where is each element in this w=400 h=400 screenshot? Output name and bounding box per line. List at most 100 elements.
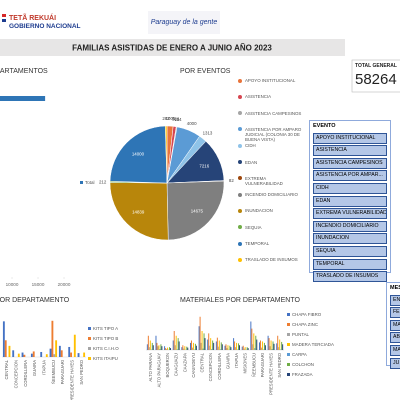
- bar: [2, 321, 5, 357]
- bar: [51, 320, 54, 357]
- bar: [68, 346, 71, 357]
- bar: [202, 348, 204, 350]
- bar: [242, 345, 244, 350]
- bar: [233, 338, 235, 350]
- bar: [191, 347, 193, 350]
- legend-label: COLCHON: [292, 362, 314, 367]
- bar: [246, 347, 248, 350]
- pie-label: 282: [162, 116, 170, 121]
- bar: [161, 346, 163, 350]
- bar: [164, 346, 166, 350]
- legend-item: INUNDACION: [237, 208, 307, 223]
- x-tick-label: SAN PEDRO: [79, 359, 84, 384]
- x-tick-label: ITAPUA: [234, 353, 239, 368]
- x-tick-label: CORDILLERA: [23, 360, 28, 387]
- bar: [192, 342, 194, 350]
- bar: [250, 321, 252, 350]
- slicer-item[interactable]: TRASLADO DE INSUMOS: [313, 271, 387, 283]
- slicer-item[interactable]: MA: [390, 344, 400, 356]
- bar: [216, 337, 218, 350]
- total-label: TOTAL GENERAL: [355, 63, 397, 69]
- slicer-item[interactable]: EXTREMA VULNERABILIDAD: [313, 208, 387, 220]
- slicer-item[interactable]: EN: [390, 294, 400, 306]
- bar: [160, 344, 162, 350]
- slicer-item[interactable]: FE: [390, 307, 400, 319]
- bar: [213, 342, 215, 350]
- bar: [21, 352, 24, 357]
- bar: [158, 345, 160, 350]
- bar: [227, 345, 229, 350]
- legend-dot: [238, 160, 242, 164]
- bar: [17, 353, 20, 357]
- legend-swatch: [88, 337, 91, 340]
- chart-title: POR DEPARTAMENTO: [0, 297, 70, 304]
- slicer-item[interactable]: EDAN: [313, 195, 387, 207]
- legend-item: ASISTENCIA: [237, 94, 307, 109]
- slicer-item[interactable]: INUNDACION: [313, 233, 387, 245]
- pie-label: 14675: [191, 209, 204, 214]
- bar: [147, 335, 149, 350]
- bar: [270, 340, 272, 350]
- bar: [208, 333, 210, 350]
- bar: [278, 347, 280, 350]
- legend-swatch: [287, 353, 290, 356]
- legend-item: TEMPORAL: [237, 241, 307, 256]
- bar: [230, 347, 232, 350]
- bar: [146, 344, 148, 350]
- pie-label: 1313: [203, 130, 213, 135]
- pie-slice: [109, 182, 169, 241]
- bar: [219, 349, 221, 350]
- slicer-item[interactable]: APOYO INSTITUCIONAL: [313, 132, 387, 144]
- legend-label: KITS TIPO A: [93, 326, 118, 331]
- bar: [204, 338, 206, 350]
- legend-label: EDAN: [245, 159, 258, 165]
- slicer-item[interactable]: AB: [390, 332, 400, 344]
- bar: [184, 346, 186, 350]
- bar: [220, 342, 222, 350]
- legend-label: CIDH: [245, 143, 256, 149]
- pie-label: 7216: [199, 163, 209, 168]
- bar: [267, 335, 269, 350]
- legend-label: INCENDIO DOMICILIARIO: [245, 192, 298, 198]
- slicer-item[interactable]: SEQUIA: [313, 245, 387, 257]
- bar: [260, 347, 262, 350]
- chart-title: DEPARTAMENTOS: [0, 68, 48, 75]
- legend-item: EDAN: [237, 160, 307, 175]
- legend-dot: [238, 78, 242, 83]
- legend-swatch: [287, 363, 290, 366]
- slicer-item[interactable]: CIDH: [313, 182, 387, 194]
- slicer-item[interactable]: TEMPORAL: [313, 258, 387, 270]
- bar: [40, 351, 43, 357]
- bar: [148, 347, 150, 350]
- pie-slice: [166, 180, 225, 241]
- bar: [263, 342, 265, 350]
- slicer-item[interactable]: ASISTENCIA POR AMPAR...: [313, 170, 387, 182]
- slicer-item[interactable]: ASISTENCIA: [313, 145, 387, 157]
- legend-label: ASISTENCIA: [245, 94, 272, 100]
- bar: [203, 333, 205, 350]
- legend-label: MADERA TERCIADA: [292, 342, 334, 347]
- legend-label: Total: [85, 180, 95, 185]
- page-title: FAMILIAS ASISTIDAS DE ENERO A JUNIO AÑO …: [72, 44, 272, 53]
- legend-swatch: [287, 373, 290, 376]
- bar: [264, 345, 266, 350]
- bar: [151, 342, 153, 350]
- bar: [244, 347, 246, 350]
- x-tick-label: CAAGUAZU: [174, 353, 179, 376]
- slicer-item[interactable]: ASISTENCIA CAMPESINOS: [313, 157, 387, 169]
- bar: [155, 335, 157, 350]
- pie-legend: APOYO INSTITUCIONAL ASISTENCIA ASISTENCIA …: [237, 78, 307, 278]
- legend-item: SEQUIA: [237, 225, 307, 240]
- slicer-item[interactable]: MA: [390, 319, 400, 331]
- bar: [215, 341, 217, 350]
- legend-label: FRAZADA: [292, 372, 313, 377]
- bar: [166, 349, 168, 350]
- slicer-item[interactable]: INCENDIO DOMICILIARIO: [313, 220, 387, 232]
- legend-label: SEQUIA: [245, 224, 262, 230]
- slicer-item[interactable]: JU: [390, 357, 400, 369]
- legend-label: TEMPORAL: [245, 241, 270, 246]
- bar: [211, 349, 213, 350]
- legend-dot: [238, 225, 242, 230]
- bar: [234, 341, 236, 350]
